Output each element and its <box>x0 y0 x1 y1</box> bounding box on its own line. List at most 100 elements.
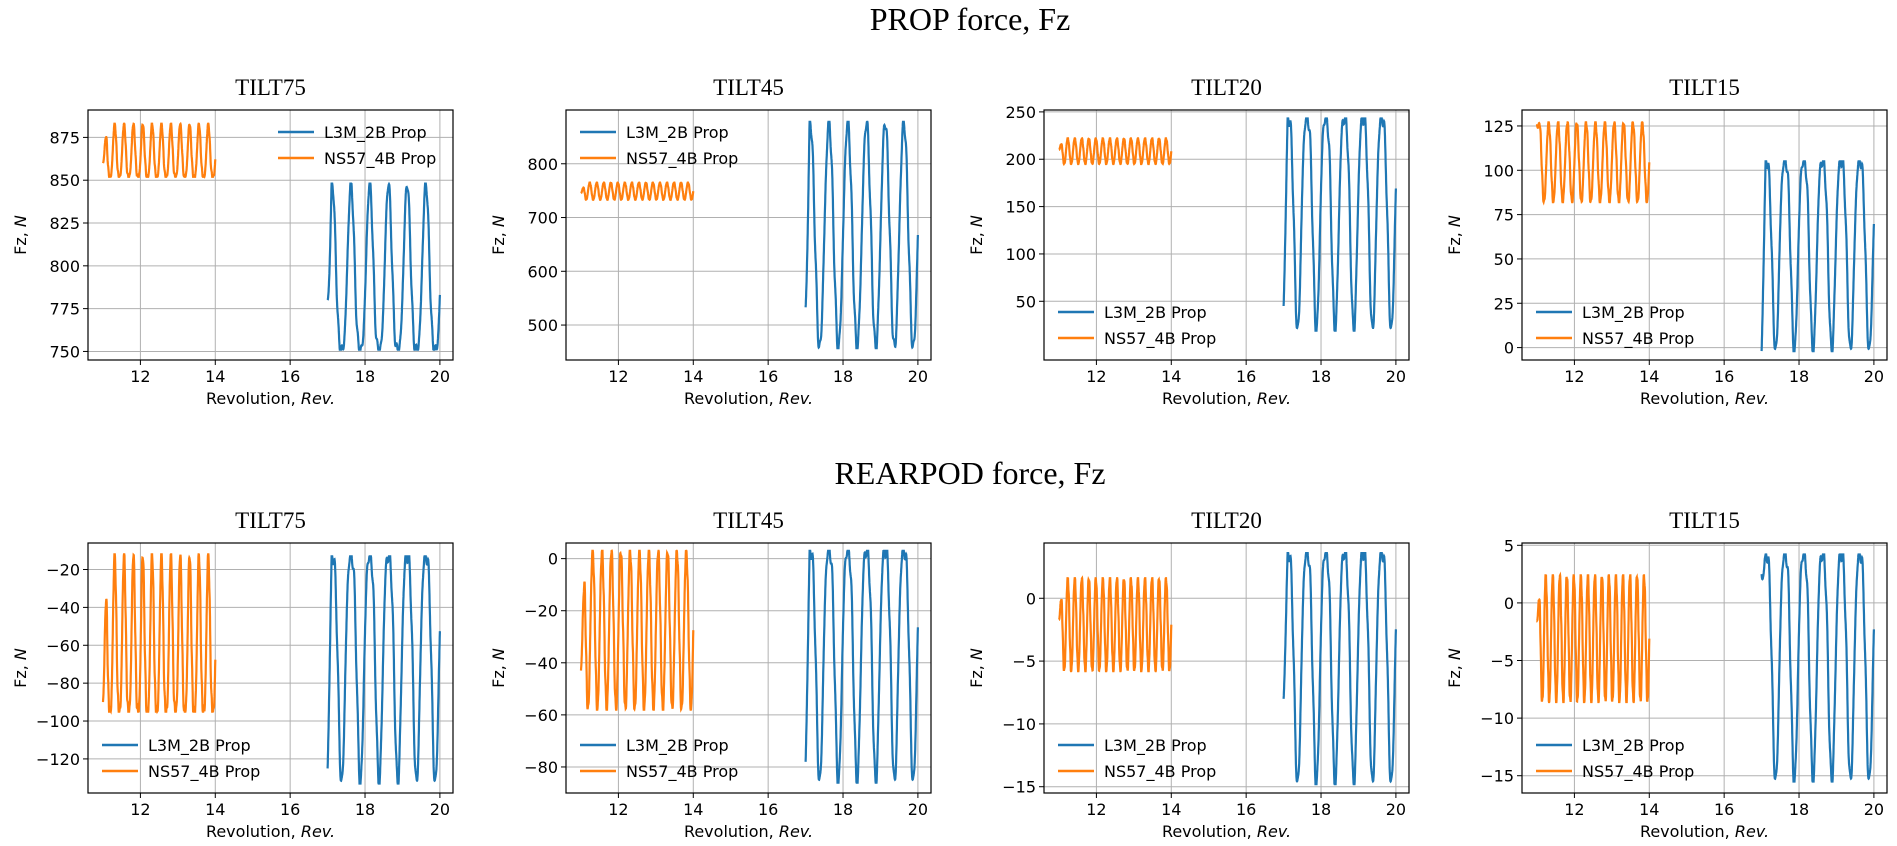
y-tick-label: −20 <box>46 561 80 580</box>
series-line-ns57-4b-prop <box>1535 571 1651 704</box>
legend-label: L3M_2B Prop <box>148 736 251 756</box>
axes-frame <box>1043 109 1410 361</box>
legend-label: NS57_4B Prop <box>626 149 738 169</box>
y-tick-label: −10 <box>1480 709 1514 728</box>
series-line-ns57-4b-prop <box>579 549 695 713</box>
y-tick-label: −60 <box>524 706 558 725</box>
series-line-l3m-2b-prop <box>1760 160 1875 353</box>
subplot-title: TILT75 <box>235 75 306 100</box>
series-line-ns57-4b-prop <box>580 181 695 202</box>
legend-label: L3M_2B Prop <box>1582 303 1685 323</box>
axes-frame <box>87 542 454 794</box>
legend: L3M_2B Prop NS57_4B Prop <box>580 123 738 169</box>
series-line-ns57-4b-prop <box>101 552 217 715</box>
x-tick-label: 18 <box>833 800 853 819</box>
x-tick-label: 14 <box>205 367 225 386</box>
subplot-title: TILT20 <box>1191 508 1262 533</box>
x-tick-label: 18 <box>1311 367 1331 386</box>
y-axis-label: Fz, N <box>11 648 30 688</box>
x-tick-label: 18 <box>833 367 853 386</box>
y-tick-label: 100 <box>1005 245 1036 264</box>
y-axis-label: Fz, N <box>967 648 986 688</box>
x-axis-label: Revolution, Rev. <box>1640 822 1769 841</box>
x-tick-label: 20 <box>1386 800 1406 819</box>
x-axis-label: Revolution, Rev. <box>206 822 335 841</box>
y-tick-label: 875 <box>49 128 80 147</box>
y-tick-label: 75 <box>1494 206 1514 225</box>
x-axis-label: Revolution, Rev. <box>684 389 813 408</box>
y-tick-label: 700 <box>527 209 558 228</box>
y-tick-label: 150 <box>1005 198 1036 217</box>
x-tick-label: 18 <box>1311 800 1331 819</box>
y-tick-label: −100 <box>36 712 80 731</box>
legend-label: NS57_4B Prop <box>1104 762 1216 782</box>
legend-label: NS57_4B Prop <box>626 762 738 782</box>
y-tick-label: 825 <box>49 214 80 233</box>
subplot-prop-tilt75: TILT75 12 14 16 18 20 750 775 800 825 850 875 Revolu… <box>11 75 454 408</box>
y-tick-label: 0 <box>1504 339 1514 358</box>
legend: L3M_2B Prop NS57_4B Prop <box>278 123 436 169</box>
legend: L3M_2B Prop NS57_4B Prop <box>580 736 738 782</box>
x-tick-label: 20 <box>908 367 928 386</box>
x-tick-label: 16 <box>1236 367 1256 386</box>
x-tick-label: 16 <box>1236 800 1256 819</box>
subplot-rearpod-tilt20: TILT20 12 14 16 18 20 −15 −10 −5 0 Revolution, Rev… <box>967 508 1410 841</box>
x-tick-label: 16 <box>758 367 778 386</box>
x-axis-label: Revolution, Rev. <box>1162 822 1291 841</box>
axes-frame <box>1521 109 1888 361</box>
y-tick-label: −10 <box>1002 715 1036 734</box>
series-line-l3m-2b-prop <box>326 181 441 351</box>
y-tick-label: 750 <box>49 342 80 361</box>
legend-label: L3M_2B Prop <box>1104 736 1207 756</box>
subplot-title: TILT45 <box>713 75 784 100</box>
axes-frame <box>1043 542 1410 794</box>
x-tick-label: 20 <box>908 800 928 819</box>
legend: L3M_2B Prop NS57_4B Prop <box>1536 736 1694 782</box>
subplot-rearpod-tilt15: TILT15 12 14 16 18 20 −15 −10 −5 0 5 Revolution, Re… <box>1445 508 1888 841</box>
axes-frame <box>565 542 932 794</box>
section-title-prop: PROP force, Fz <box>870 1 1071 37</box>
y-tick-label: −5 <box>1012 652 1036 671</box>
y-tick-label: −80 <box>46 674 80 693</box>
x-tick-label: 14 <box>1161 367 1181 386</box>
x-tick-label: 16 <box>1714 367 1734 386</box>
x-tick-label: 20 <box>1864 367 1884 386</box>
y-tick-label: 600 <box>527 262 558 281</box>
y-tick-label: 0 <box>1026 589 1036 608</box>
series-line-l3m-2b-prop <box>326 555 441 785</box>
x-tick-label: 14 <box>683 367 703 386</box>
series-line-l3m-2b-prop <box>1282 552 1397 786</box>
y-tick-label: −60 <box>46 636 80 655</box>
x-tick-label: 16 <box>758 800 778 819</box>
axes-frame <box>565 109 932 361</box>
x-tick-label: 18 <box>1789 800 1809 819</box>
x-tick-label: 12 <box>130 800 150 819</box>
x-tick-label: 16 <box>1714 800 1734 819</box>
series-line-ns57-4b-prop <box>1058 575 1173 673</box>
y-tick-label: 200 <box>1005 150 1036 169</box>
x-tick-label: 20 <box>1386 367 1406 386</box>
x-tick-label: 18 <box>1789 367 1809 386</box>
y-tick-label: −5 <box>1490 652 1514 671</box>
x-axis-label: Revolution, Rev. <box>1640 389 1769 408</box>
legend-label: L3M_2B Prop <box>324 123 427 143</box>
legend-label: NS57_4B Prop <box>324 149 436 169</box>
y-tick-label: 500 <box>527 316 558 335</box>
x-tick-label: 18 <box>355 800 375 819</box>
y-tick-label: −15 <box>1002 778 1036 797</box>
y-axis-label: Fz, N <box>489 648 508 688</box>
subplot-prop-tilt20: TILT20 12 14 16 18 20 50 100 150 200 250 Revolution… <box>967 75 1410 408</box>
series-line-ns57-4b-prop <box>1058 136 1173 167</box>
legend-label: NS57_4B Prop <box>1582 329 1694 349</box>
subplot-rearpod-tilt45: TILT45 12 14 16 18 20 −80 −60 −40 −20 0 Revolution,… <box>489 508 932 841</box>
x-axis-label: Revolution, Rev. <box>206 389 335 408</box>
x-axis-label: Revolution, Rev. <box>1162 389 1291 408</box>
y-tick-label: 800 <box>49 257 80 276</box>
legend: L3M_2B Prop NS57_4B Prop <box>102 736 260 782</box>
x-tick-label: 20 <box>1864 800 1884 819</box>
y-tick-label: 775 <box>49 300 80 319</box>
y-tick-label: 0 <box>548 550 558 569</box>
axes-frame <box>1521 542 1888 794</box>
